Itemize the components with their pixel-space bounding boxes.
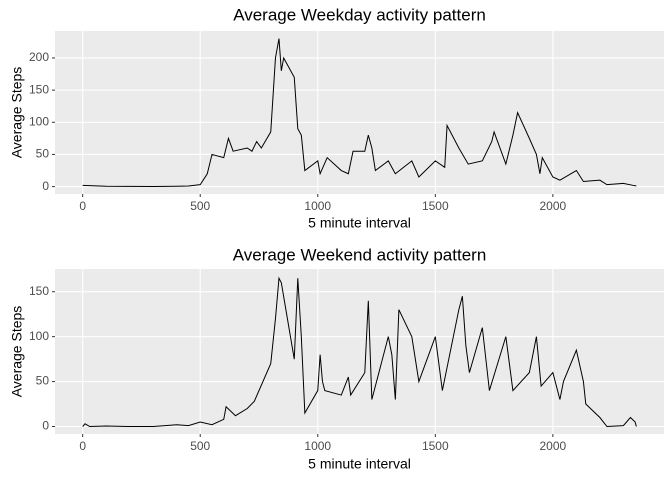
data-line bbox=[82, 38, 637, 187]
y-tick-label: 100 bbox=[29, 114, 49, 128]
chart-title: Average Weekend activity pattern bbox=[233, 245, 487, 264]
y-tick-label: 50 bbox=[36, 374, 50, 388]
x-axis-label: 5 minute interval bbox=[308, 215, 411, 231]
x-tick-label: 0 bbox=[79, 439, 86, 453]
x-tick-label: 1500 bbox=[422, 199, 449, 213]
chart-title: Average Weekday activity pattern bbox=[233, 5, 486, 24]
panel-background bbox=[55, 269, 664, 434]
panel-background bbox=[55, 31, 664, 194]
x-tick-label: 1500 bbox=[422, 439, 449, 453]
x-tick-label: 1000 bbox=[304, 439, 331, 453]
y-axis-label: Average Steps bbox=[9, 67, 25, 159]
x-tick-label: 500 bbox=[190, 439, 210, 453]
y-tick-label: 150 bbox=[29, 284, 49, 298]
y-tick-label: 50 bbox=[36, 147, 50, 161]
y-tick-label: 0 bbox=[42, 419, 49, 433]
y-tick-label: 100 bbox=[29, 329, 49, 343]
x-tick-label: 2000 bbox=[540, 439, 567, 453]
y-tick-label: 200 bbox=[29, 50, 49, 64]
x-tick-label: 0 bbox=[79, 199, 86, 213]
y-tick-label: 150 bbox=[29, 82, 49, 96]
x-tick-label: 2000 bbox=[540, 199, 567, 213]
x-tick-label: 1000 bbox=[304, 199, 331, 213]
data-line bbox=[82, 276, 637, 428]
y-axis-label: Average Steps bbox=[9, 306, 25, 398]
y-tick-label: 0 bbox=[42, 179, 49, 193]
x-tick-label: 500 bbox=[190, 199, 210, 213]
x-axis-label: 5 minute interval bbox=[308, 456, 411, 472]
